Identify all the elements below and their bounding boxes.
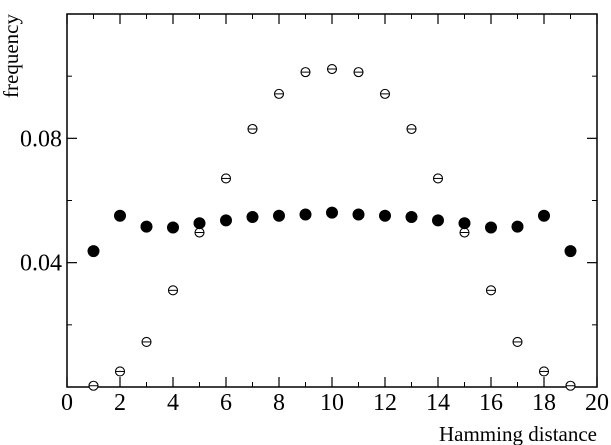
- data-point-open: [353, 67, 364, 78]
- data-point-open: [459, 227, 470, 238]
- x-tick-label: 4: [167, 390, 179, 416]
- x-tick-label: 16: [479, 390, 503, 416]
- data-point-filled: [538, 209, 550, 222]
- data-point-open: [379, 88, 391, 99]
- data-point-filled: [458, 217, 471, 230]
- data-point-filled: [326, 206, 338, 219]
- series-open-circles: [88, 63, 576, 391]
- data-point-filled: [273, 209, 285, 222]
- data-point-filled: [246, 210, 259, 223]
- series-filled-circles: [87, 206, 577, 258]
- data-point-filled: [140, 220, 153, 233]
- data-point-open: [512, 336, 523, 347]
- data-point-filled: [167, 221, 179, 234]
- data-point-open: [538, 366, 550, 377]
- data-point-open: [167, 285, 179, 296]
- x-axis-label: Hamming distance: [439, 422, 597, 445]
- data-point-filled: [220, 214, 232, 227]
- y-axis-label: frequency: [0, 14, 23, 98]
- data-point-filled: [352, 208, 365, 221]
- data-point-open: [220, 173, 232, 184]
- data-point-filled: [379, 209, 391, 222]
- x-tick-label: 20: [585, 390, 609, 416]
- data-point-filled: [564, 245, 577, 258]
- data-point-filled: [511, 220, 524, 233]
- axis-ticks: [66, 14, 598, 387]
- data-point-filled: [193, 217, 206, 230]
- x-tick-label: 8: [273, 390, 285, 416]
- data-point-open: [326, 63, 338, 75]
- x-tick-label: 0: [61, 390, 73, 416]
- data-point-open: [247, 123, 258, 135]
- data-point-open: [406, 123, 417, 135]
- x-tick-label: 2: [114, 390, 126, 416]
- data-point-filled: [114, 209, 126, 222]
- data-point-open: [141, 336, 152, 347]
- axis-tick-labels: 0 2 4 6 8 10 12 14 16 18 20 0.04 0.08: [20, 126, 609, 416]
- data-point-open: [114, 366, 126, 377]
- data-point-open: [194, 227, 205, 238]
- data-point-open: [88, 380, 99, 391]
- data-point-filled: [405, 210, 418, 223]
- data-point-open: [565, 380, 576, 391]
- x-tick-label: 14: [426, 390, 450, 416]
- data-point-open: [432, 173, 444, 184]
- data-point-open: [273, 88, 285, 99]
- data-point-open: [300, 67, 311, 78]
- data-point-filled: [485, 221, 497, 234]
- x-tick-label: 10: [320, 390, 344, 416]
- data-point-open: [485, 285, 497, 296]
- x-tick-label: 18: [532, 390, 556, 416]
- data-point-filled: [432, 214, 444, 227]
- y-tick-label: 0.08: [20, 126, 62, 152]
- data-point-filled: [87, 245, 100, 258]
- data-point-filled: [299, 208, 312, 221]
- x-tick-label: 12: [373, 390, 397, 416]
- x-tick-label: 6: [220, 390, 232, 416]
- y-tick-label: 0.04: [20, 251, 62, 277]
